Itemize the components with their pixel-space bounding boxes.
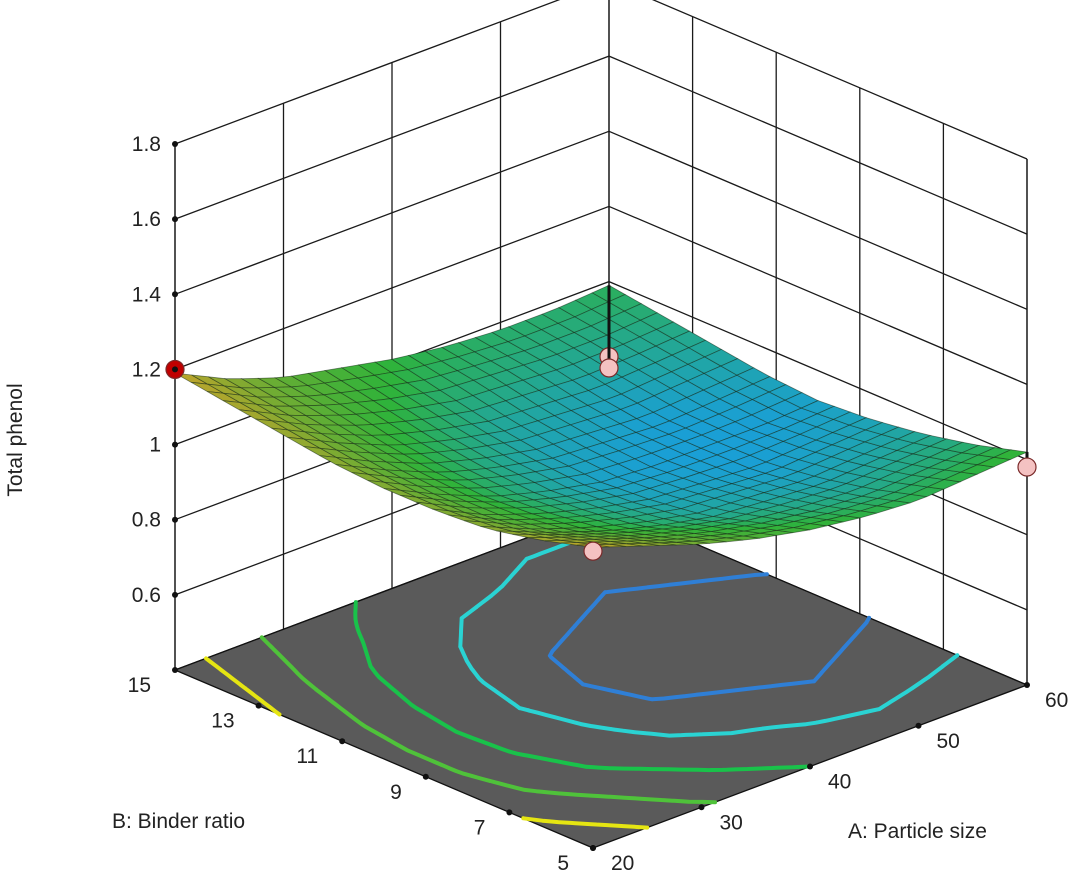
- y-tick-label: 7: [474, 816, 486, 839]
- x-tick-label: 30: [720, 811, 743, 834]
- z-tick-label: 1.4: [132, 283, 162, 306]
- contour-line: [458, 527, 960, 738]
- wall-gridline-z: [174, 0, 1028, 160]
- x-axis-label: A: Particle size: [848, 820, 987, 843]
- z-tick-label: 0.8: [132, 509, 161, 532]
- wall-gridline-z: [174, 130, 1028, 310]
- y-tick-label: 9: [390, 781, 402, 804]
- contour-line: [204, 656, 650, 830]
- y-tick-mark: [172, 667, 178, 673]
- z-tick-label: 0.6: [132, 584, 161, 607]
- z-tick-mark: [172, 441, 178, 448]
- y-tick-mark: [422, 773, 429, 780]
- x-tick-label: 50: [937, 730, 960, 753]
- y-tick-mark: [255, 702, 262, 709]
- x-tick-mark: [807, 763, 813, 770]
- x-tick-label: 60: [1045, 689, 1068, 712]
- x-tick-mark: [915, 722, 922, 729]
- x-tick-label: 20: [611, 852, 634, 875]
- z-tick-mark: [172, 516, 178, 523]
- wall-gridline-z: [174, 55, 1028, 235]
- y-tick-label: 13: [211, 710, 234, 733]
- axis-frame: [174, 144, 1028, 685]
- z-tick-mark: [172, 291, 178, 298]
- z-axis-label: Total phenol: [4, 383, 27, 496]
- y-axis-label: B: Binder ratio: [112, 810, 245, 833]
- y-tick-label: 15: [128, 674, 151, 697]
- contour-line: [353, 600, 812, 773]
- z-tick-mark: [172, 216, 178, 223]
- x-tick-mark: [1024, 682, 1030, 688]
- z-tick-mark: [172, 366, 178, 373]
- z-tick-mark: [172, 591, 178, 598]
- y-tick-mark: [590, 845, 596, 851]
- z-tick-mark: [172, 141, 178, 147]
- axis-ticks: 0.6 0.8 1 1.2 1.4 1.6 1.8 20 30 40 50 60 5 7 9 11 13 15: [128, 133, 1069, 875]
- surface-cell: [992, 449, 1029, 460]
- y-tick-label: 11: [296, 745, 318, 768]
- y-tick-mark: [339, 738, 346, 745]
- y-tick-label: 5: [557, 852, 569, 875]
- contour-line: [547, 572, 872, 702]
- z-tick-label: 1.2: [132, 358, 161, 381]
- design-point: [599, 358, 619, 378]
- floor-contours: [204, 527, 960, 830]
- contour-line: [259, 635, 718, 805]
- y-tick-mark: [506, 809, 513, 816]
- x-tick-mark: [698, 804, 705, 811]
- x-tick-label: 40: [828, 771, 851, 794]
- response-surface: [174, 284, 1029, 548]
- z-tick-label: 1: [149, 434, 161, 457]
- design-point: [1017, 457, 1037, 477]
- z-tick-label: 1.6: [132, 208, 161, 231]
- z-tick-label: 1.8: [132, 133, 161, 156]
- design-point: [583, 541, 603, 561]
